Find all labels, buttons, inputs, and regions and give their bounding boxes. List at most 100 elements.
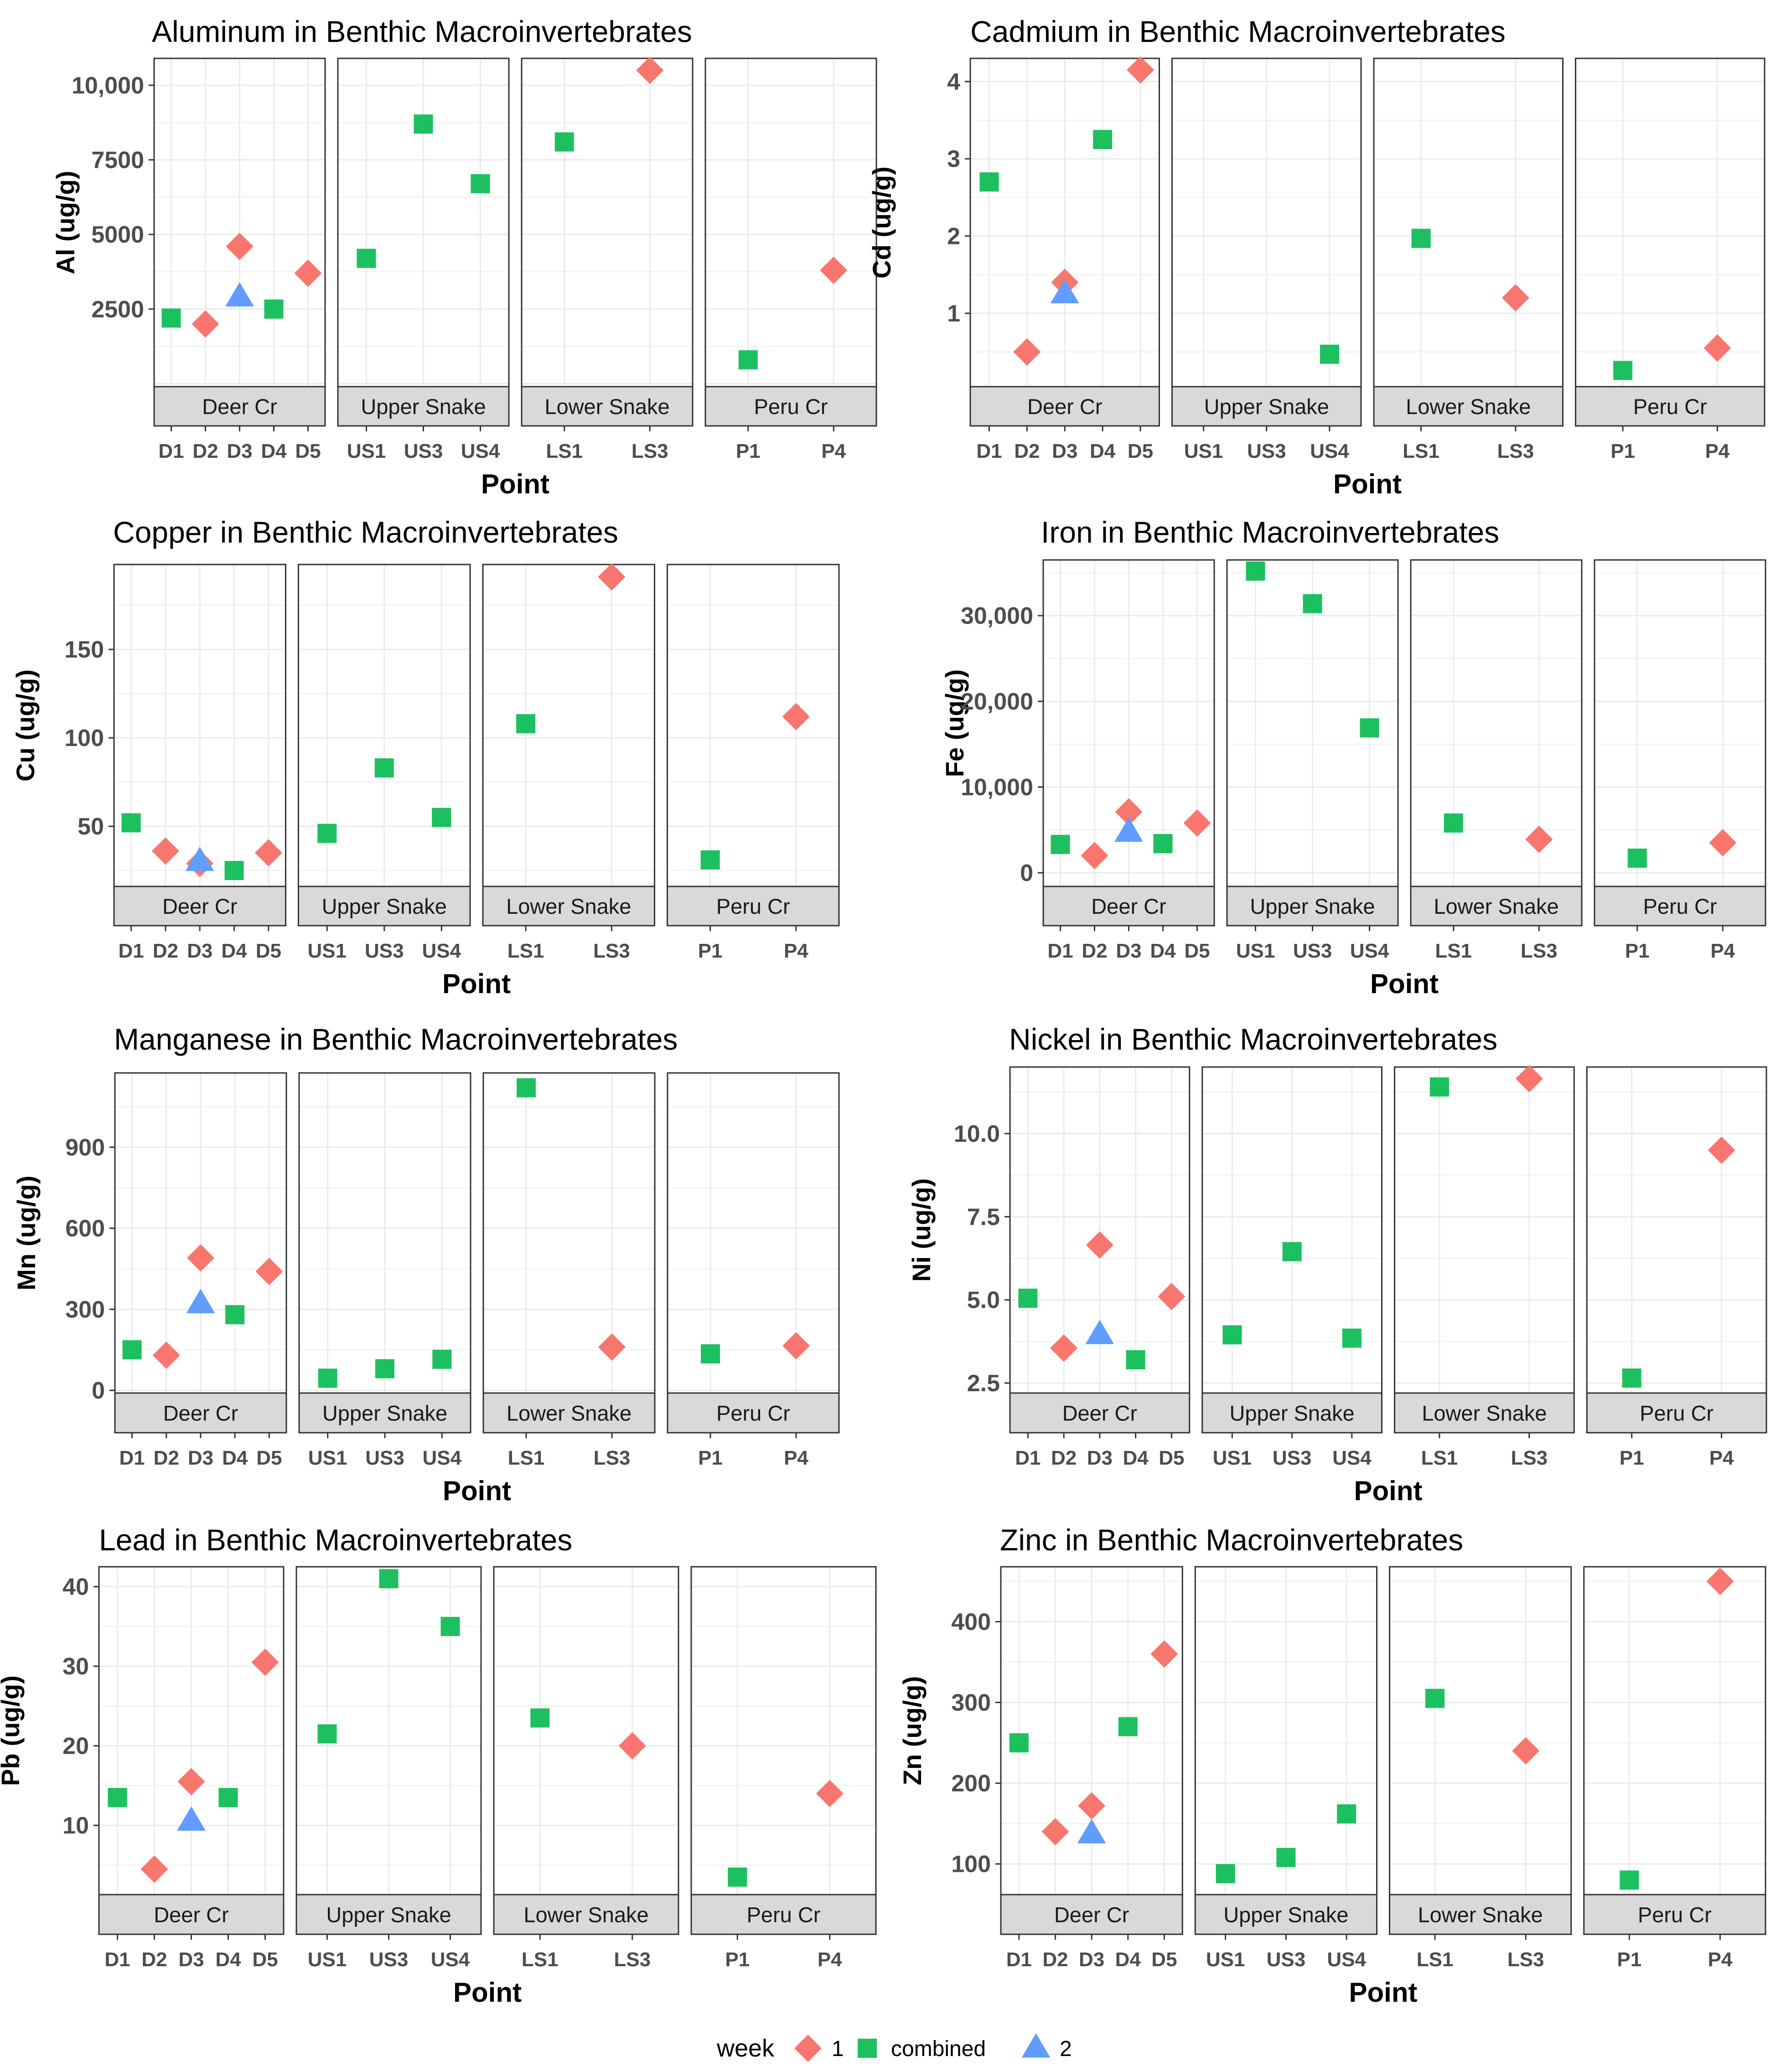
x-tick-label: P4 [784,1447,808,1469]
data-point-d5-week-1 [294,259,322,287]
x-tick-label: D5 [1159,1447,1184,1469]
data-point-ls3-week-1 [636,57,664,84]
x-axis-label: Point [1349,1977,1418,2008]
data-point-d3-week-2 [1085,1320,1114,1344]
data-point-us3-week-combined [1303,594,1322,613]
legend-title: week [716,2035,775,2062]
x-tick-label: US4 [1310,440,1349,462]
data-point-d3-week-2 [1050,279,1079,304]
y-tick-label: 600 [65,1216,105,1242]
data-point-us3-week-combined [414,114,433,134]
facet-strip-label: Deer Cr [1054,1903,1129,1927]
y-tick-label: 20,000 [961,689,1033,715]
x-tick-label: D2 [1082,940,1107,962]
facet-peru-cr: Peru Cr P1 P4 [1594,559,1766,962]
x-tick-label: US4 [1327,1948,1366,1971]
data-point-p1-week-combined [1622,1368,1641,1388]
x-tick-label: D5 [295,440,321,462]
data-point-ls1-week-combined [1429,1077,1449,1097]
data-point-d5-week-1 [1150,1640,1178,1668]
data-point-p4-week-1 [816,1780,844,1808]
x-tick-label: US3 [1247,440,1286,462]
facet-strip-label: Lower Snake [507,1401,632,1425]
data-point-d2-week-1 [152,1342,180,1369]
facet-deer-cr: Deer Cr D1 D2 D3 D4 D5 [1042,559,1215,962]
panel-background [1584,1567,1765,1895]
legend-key-2 [1021,2033,1051,2058]
facet-strip-label: Lower Snake [1418,1903,1543,1927]
x-tick-label: D3 [227,440,252,462]
x-tick-label: LS1 [1403,440,1439,462]
x-tick-label: US4 [422,940,461,962]
x-tick-label: US4 [431,1948,470,1971]
x-tick-label: P1 [1625,940,1650,962]
panel-background [668,1073,839,1393]
facet-strip-label: Upper Snake [322,894,447,918]
x-tick-label: D5 [256,940,281,962]
facet-strip-label: Upper Snake [1204,394,1329,419]
x-tick-label: D3 [188,1447,213,1469]
facet-strip [521,386,694,427]
data-points [122,1078,810,1388]
x-tick-label: LS3 [614,1948,651,1971]
data-point-d3-week-1 [1086,1231,1113,1259]
legend-label-2: 2 [1060,2037,1072,2061]
panel-background [494,1567,678,1895]
x-tick-label: P4 [1709,1447,1734,1469]
facet-strip-label: Peru Cr [716,1401,790,1425]
chart-cd: Cadmium in Benthic Macroinvertebrates Cd … [867,15,1765,499]
x-tick-label: P1 [736,440,761,462]
facet-strip [493,1894,679,1935]
panel-background [1595,560,1765,886]
data-point-d2-week-1 [1050,1334,1078,1362]
data-points [979,56,1731,380]
x-tick-label: LS1 [507,940,544,962]
facet-strip-label: Peru Cr [747,1903,821,1927]
facet-lower-snake: Lower Snake LS1 LS3 [1389,1566,1572,1971]
panel-background [667,565,839,886]
data-point-ls3-week-1 [598,563,626,591]
facet-strip-label: Peru Cr [1633,394,1707,419]
y-tick-label: 30 [62,1653,89,1680]
facet-deer-cr: Deer Cr D1 D2 D3 D4 D5 [114,1072,287,1469]
facet-strip [1594,886,1766,927]
facet-strip [298,886,471,927]
facet-strip [337,386,510,427]
data-point-ls3-week-1 [598,1333,626,1361]
data-point-p4-week-1 [782,1332,810,1360]
x-tick-label: US4 [1350,940,1389,962]
x-axis-label: Point [453,1977,522,2008]
y-axis-label: Pb (ug/g) [0,1675,25,1786]
facet-strip-label: Peru Cr [1640,1401,1714,1425]
facet-strip-label: Upper Snake [1223,1903,1348,1927]
facet-upper-snake: Upper Snake US1 US3 US4 [1226,559,1399,962]
data-point-us4-week-combined [471,174,490,193]
y-tick-label: 10 [62,1813,89,1839]
data-point-d3-week-2 [1114,817,1143,842]
data-point-d4-week-combined [1118,1717,1138,1736]
data-point-p1-week-combined [1620,1870,1639,1890]
y-tick-label: 200 [951,1771,991,1797]
facet-strip [704,386,877,427]
legend-label-1: 1 [832,2037,844,2061]
y-tick-label: 2500 [91,296,144,323]
y-tick-label: 900 [65,1134,105,1161]
data-point-d5-week-1 [254,839,282,867]
data-point-d1-week-combined [1051,834,1070,854]
data-point-d3-week-2 [177,1806,206,1831]
y-tick-label: 2.5 [967,1370,1000,1397]
chart-mn: Manganese in Benthic Macroinvertebrates M… [12,1022,840,1506]
x-axis-label: Point [443,1476,511,1506]
data-points [108,1569,844,1887]
y-tick-label: 20 [62,1733,89,1760]
data-point-d4-week-combined [1093,130,1113,149]
data-point-d2-week-1 [151,837,179,865]
chart-title: Cadmium in Benthic Macroinvertebrates [970,15,1506,48]
data-point-us4-week-combined [1342,1328,1362,1348]
y-tick-label: 300 [65,1296,105,1323]
data-point-d3-week-2 [225,282,254,307]
panel-background [691,1567,876,1895]
facet-strip [1394,1392,1575,1434]
data-point-p1-week-combined [1613,361,1633,380]
x-tick-label: P4 [1708,1948,1733,1971]
